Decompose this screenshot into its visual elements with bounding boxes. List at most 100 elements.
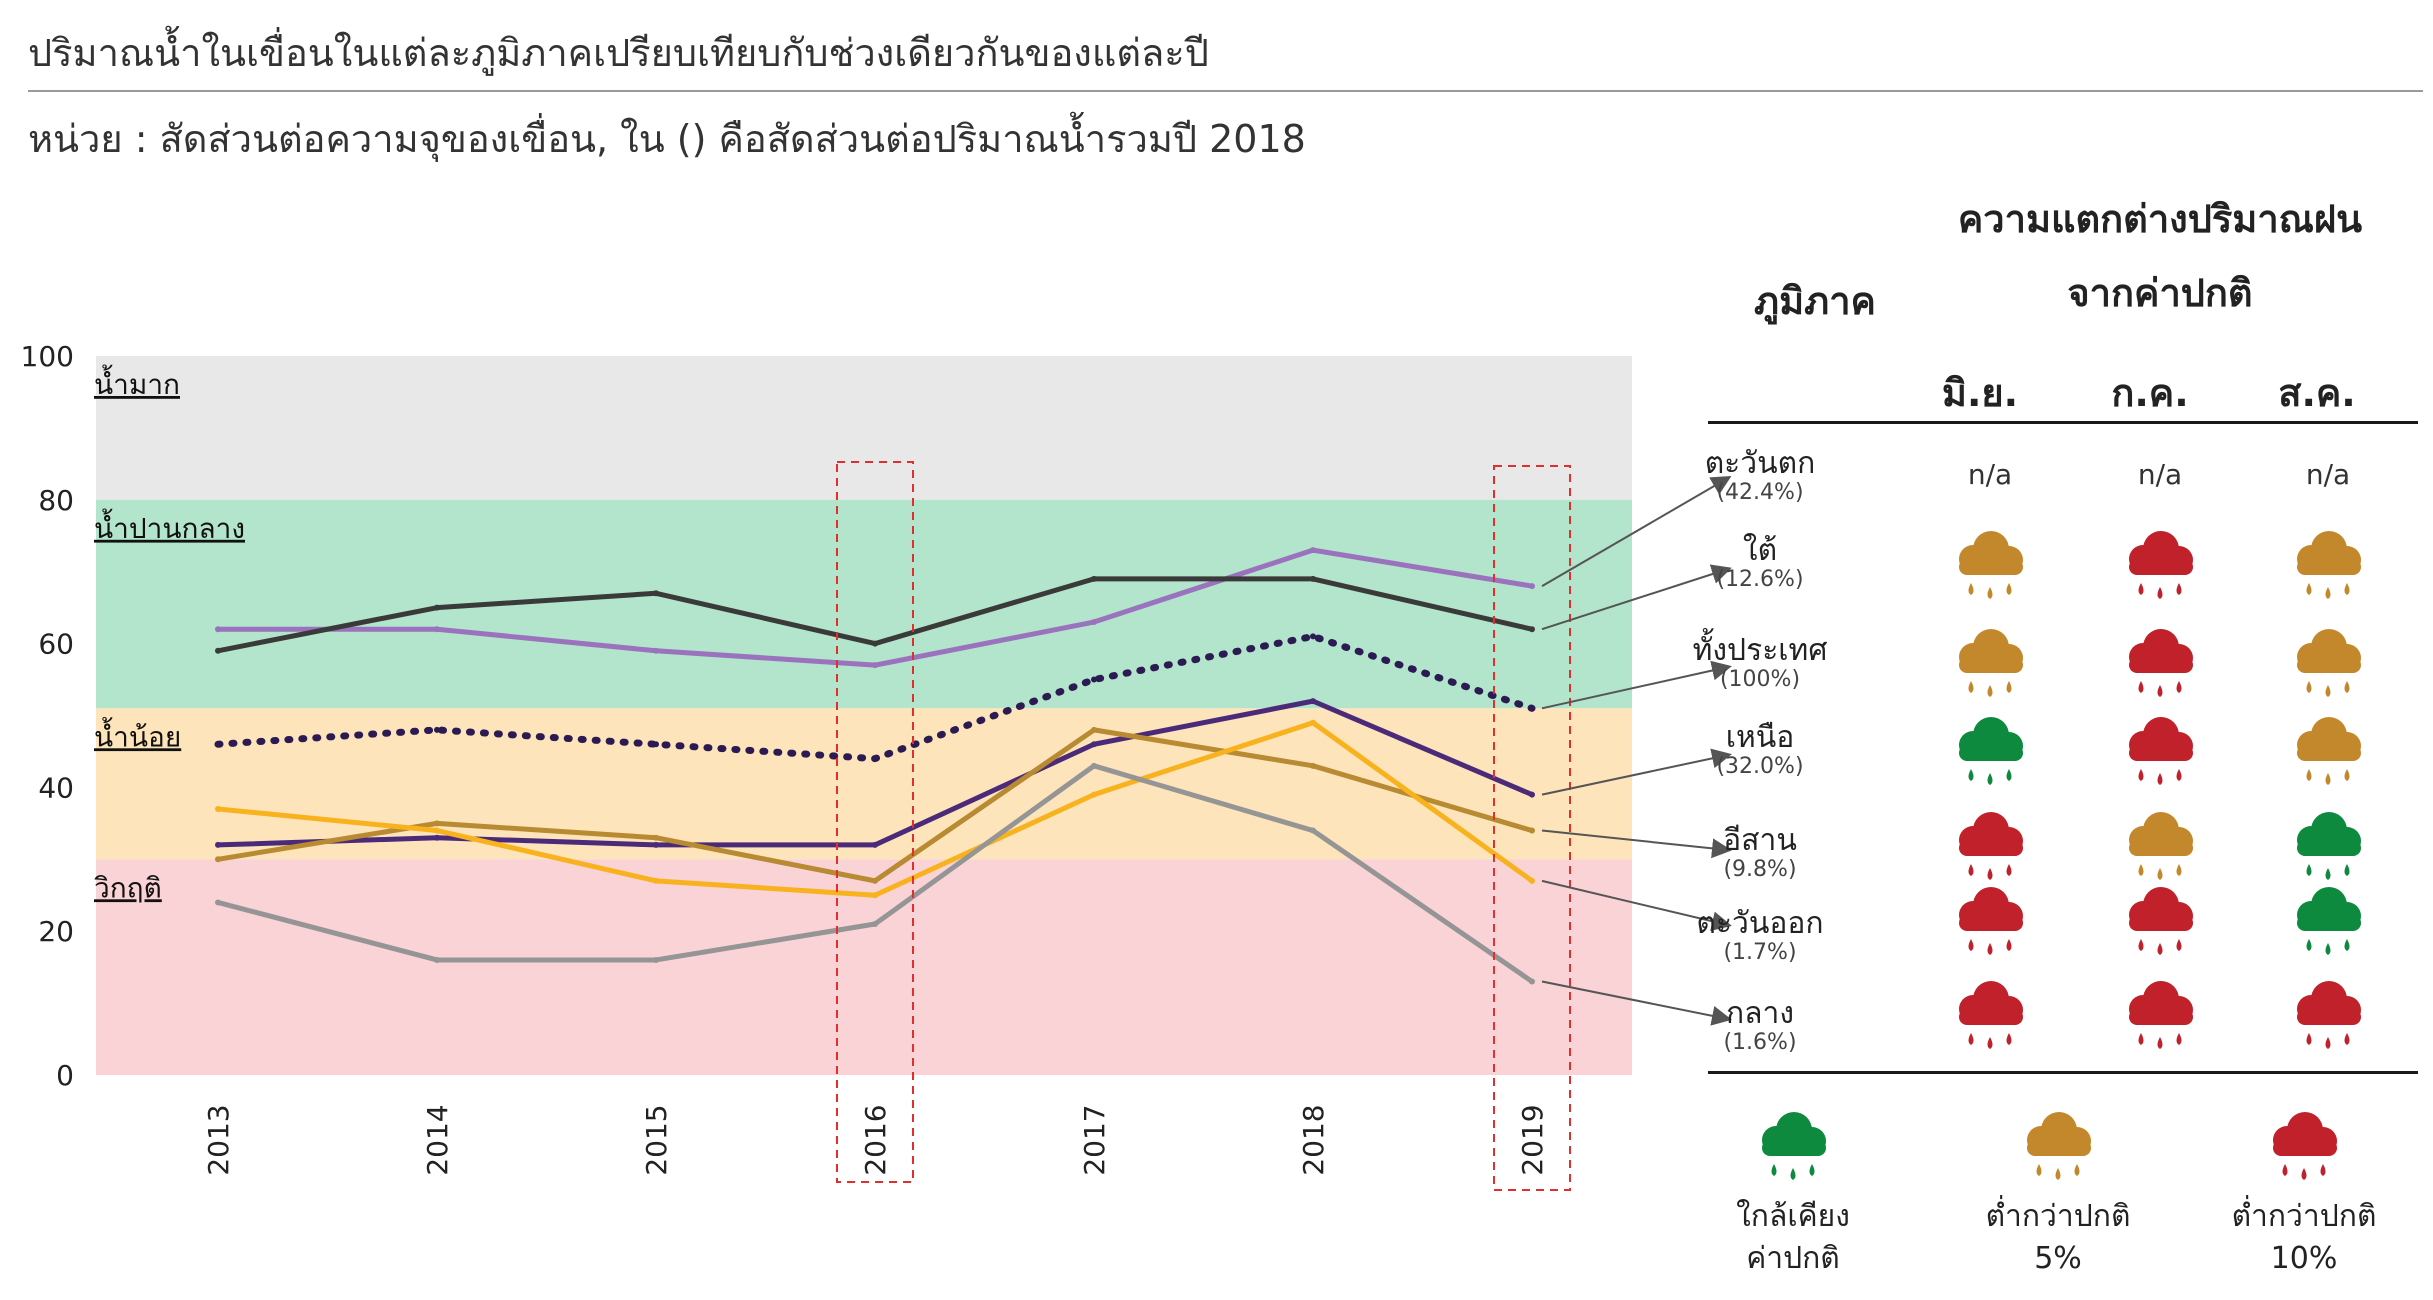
series-2-point-3 [872, 755, 878, 762]
rain-cloud-red-icon [2263, 1108, 2345, 1192]
series-3-point-6 [1529, 791, 1535, 798]
series-1-point-2 [653, 590, 659, 597]
series-3-point-0 [215, 841, 221, 848]
table-bottom-rule [1708, 1071, 2418, 1074]
legend-label-line1: ใกล้เคียง [1736, 1199, 1850, 1234]
rain-cloud-red-icon [1949, 977, 2031, 1061]
series-0-point-6 [1529, 583, 1535, 590]
x-tick-label: 2015 [640, 1104, 673, 1175]
row-region-share: (12.6%) [1716, 567, 1804, 592]
series-4-point-1 [434, 820, 440, 827]
rain-cloud-green-icon [2287, 883, 2369, 967]
series-0-point-4 [1091, 619, 1097, 626]
series-5-point-0 [215, 805, 221, 812]
rain-cloud-red-icon [2119, 713, 2201, 797]
series-5-point-4 [1091, 791, 1097, 798]
row-region-name: ทั้งประเทศ [1692, 633, 1828, 668]
y-tick-label: 20 [38, 915, 74, 948]
legend-label-line2: ค่าปกติ [1746, 1241, 1840, 1276]
series-0-point-0 [215, 626, 221, 633]
series-1-point-6 [1529, 626, 1535, 633]
series-6-point-0 [215, 899, 221, 906]
y-tick-label: 40 [38, 771, 74, 804]
x-tick-label: 2017 [1078, 1104, 1111, 1175]
row-region-name: ตะวันออก [1696, 906, 1824, 941]
series-0-point-5 [1310, 547, 1316, 554]
series-3-point-3 [872, 841, 878, 848]
rain-cloud-red-icon [2119, 977, 2201, 1061]
header-month-jun: มิ.ย. [1941, 371, 2019, 415]
series-4-point-0 [215, 856, 221, 863]
series-4-point-4 [1091, 726, 1097, 733]
rain-cell-na: n/a [2305, 458, 2351, 491]
y-tick-label: 80 [38, 484, 74, 517]
series-2-point-5 [1310, 633, 1316, 640]
legend-label-line2: 5% [2034, 1241, 2082, 1276]
series-2-point-2 [653, 741, 659, 748]
rain-cloud-gold-icon [2287, 713, 2369, 797]
series-1-point-5 [1310, 575, 1316, 582]
title-divider [28, 90, 2423, 92]
series-5-point-6 [1529, 877, 1535, 884]
row-region-share: (32.0%) [1716, 754, 1804, 779]
x-tick-label: 2016 [859, 1104, 892, 1175]
header-month-jul: ก.ค. [2111, 371, 2189, 415]
rain-cloud-green-icon [2287, 808, 2369, 892]
rain-cloud-red-icon [1949, 808, 2031, 892]
rain-cloud-red-icon [2119, 883, 2201, 967]
chart-title: ปริมาณน้ำในเขื่อนในแต่ละภูมิภาคเปรียบเที… [28, 31, 1209, 75]
row-region-share: (9.8%) [1723, 857, 1797, 882]
table-top-rule [1708, 421, 2418, 424]
rain-cloud-gold-icon [2119, 808, 2201, 892]
rain-cloud-red-icon [2119, 625, 2201, 709]
series-2-point-4 [1091, 676, 1097, 683]
connector-arrow-3 [1541, 748, 1732, 796]
zone-label-2: น้ำน้อย [94, 716, 181, 753]
rain-cloud-red-icon [2287, 977, 2369, 1061]
connector-arrow-6 [1541, 980, 1732, 1026]
chart-subtitle: หน่วย : สัดส่วนต่อความจุของเขื่อน, ใน ()… [28, 117, 1306, 161]
connector-arrow-4 [1541, 829, 1732, 859]
zone-label-3: วิกฤติ [94, 871, 162, 904]
x-tick-label: 2013 [202, 1104, 235, 1175]
connector-arrow-1 [1541, 564, 1732, 631]
series-3-point-4 [1091, 741, 1097, 748]
series-5-point-2 [653, 877, 659, 884]
header-region: ภูมิภาค [1754, 279, 1876, 323]
series-2-point-1 [434, 726, 440, 733]
y-tick-label: 0 [56, 1059, 74, 1092]
series-2-point-6 [1529, 705, 1535, 712]
rain-cloud-gold-icon [2287, 625, 2369, 709]
series-3-point-2 [653, 841, 659, 848]
rain-cloud-red-icon [2119, 527, 2201, 611]
x-tick-label: 2018 [1297, 1104, 1330, 1175]
series-6-point-2 [653, 956, 659, 963]
rain-cloud-green-icon [1752, 1108, 1834, 1192]
legend-label-line1: ต่ำกว่าปกติ [1985, 1199, 2131, 1234]
x-tick-label: 2014 [421, 1104, 454, 1175]
series-5-point-1 [434, 827, 440, 834]
row-region-name: ใต้ [1742, 533, 1778, 568]
row-region-share: (1.6%) [1723, 1030, 1797, 1055]
series-6-point-5 [1310, 827, 1316, 834]
series-3-point-1 [434, 834, 440, 841]
legend-label-line1: ต่ำกว่าปกติ [2231, 1199, 2377, 1234]
header-rain-line1: ความแตกต่างปริมาณฝน [1957, 197, 2363, 241]
header-rain-line2: จากค่าปกติ [2067, 271, 2253, 315]
legend-label-line2: 10% [2270, 1241, 2338, 1276]
series-1-point-0 [215, 647, 221, 654]
rain-cell-na: n/a [1967, 458, 2013, 491]
row-region-share: (1.7%) [1723, 940, 1797, 965]
rain-cloud-gold-icon [1949, 527, 2031, 611]
rain-cloud-green-icon [1949, 713, 2031, 797]
series-4-point-3 [872, 877, 878, 884]
row-region-name: เหนือ [1725, 720, 1795, 755]
row-region-name: ตะวันตก [1704, 446, 1816, 481]
series-1-point-1 [434, 604, 440, 611]
series-1-point-4 [1091, 575, 1097, 582]
y-tick-label: 60 [38, 628, 74, 661]
rain-cell-na: n/a [2137, 458, 2183, 491]
series-6-point-3 [872, 921, 878, 928]
rain-cloud-gold-icon [1949, 625, 2031, 709]
zone-label-0: น้ำมาก [94, 364, 180, 401]
